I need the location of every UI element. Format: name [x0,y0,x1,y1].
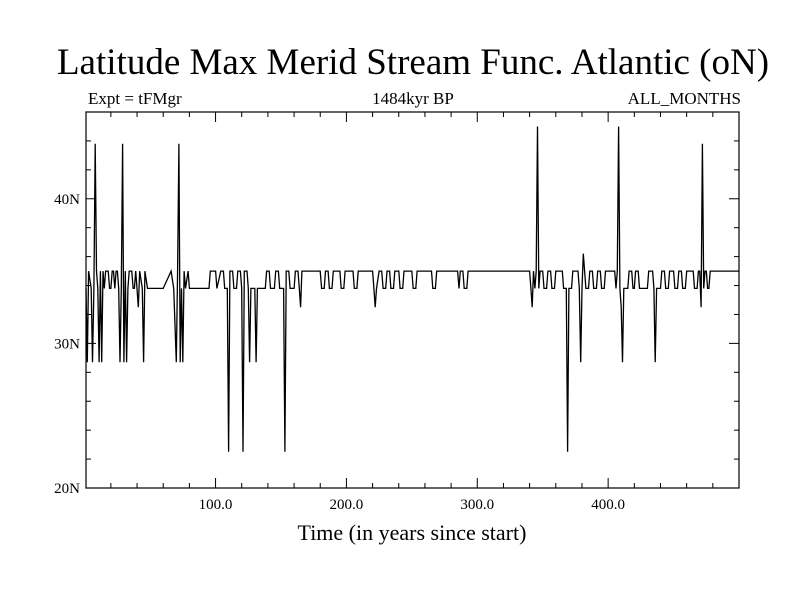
x-tick-label: 100.0 [199,497,233,513]
experiment-label: Expt = tFMgr [88,89,182,108]
axis-ticks [86,112,739,488]
period-label: 1484kyr BP [372,89,454,108]
y-tick-label: 20N [54,481,80,497]
series-line [85,126,739,452]
x-tick-label: 300.0 [460,497,494,513]
y-tick-label: 40N [54,192,80,208]
x-axis-title: Time (in years since start) [298,520,527,545]
x-tick-label: 400.0 [591,497,625,513]
tick-labels: 100.0 200.0 300.0 400.0 20N 30N 40N [54,192,625,513]
chart-title: Latitude Max Merid Stream Func. Atlantic… [56,42,770,83]
months-label: ALL_MONTHS [627,89,741,108]
x-tick-label: 200.0 [330,497,364,513]
y-tick-label: 30N [54,336,80,352]
